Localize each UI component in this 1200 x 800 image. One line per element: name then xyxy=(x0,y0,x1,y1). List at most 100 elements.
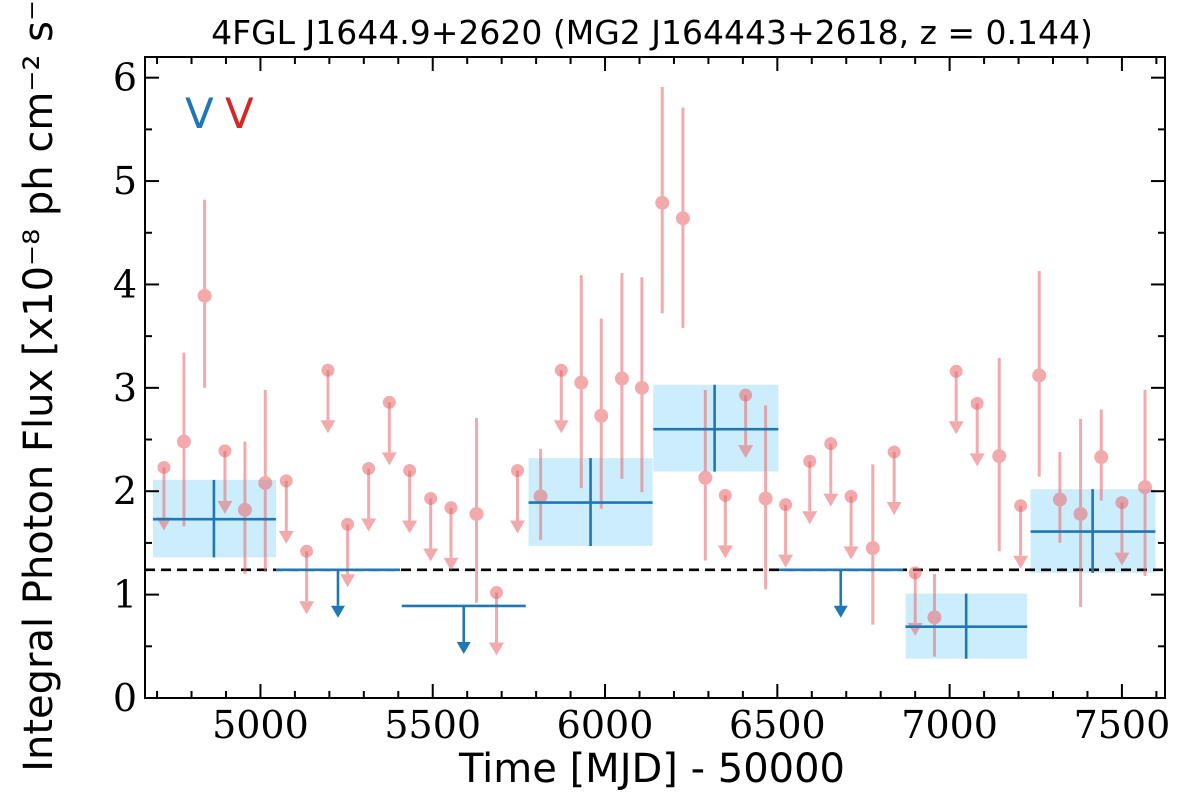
fine-upper-limit-5 xyxy=(340,517,356,588)
fine-upper-limit-14 xyxy=(738,388,754,459)
fine-marker-20 xyxy=(1094,450,1109,465)
fine-ul-marker-11 xyxy=(489,586,503,600)
fine-ul-arrow-9 xyxy=(423,498,439,562)
axes-frame: 5000 5500 6000 6500 7000 7500 0 1 2 3 4 5 6 xyxy=(113,56,1170,747)
fine-ul-arrow-19 xyxy=(843,496,859,560)
fine-ul-arrow-8 xyxy=(402,470,418,534)
fine-ul-arrow-20 xyxy=(886,451,902,515)
fine-marker-19 xyxy=(1073,506,1088,521)
coarse-ul-arrow-1 xyxy=(456,605,471,654)
coarse-upper-limit-1 xyxy=(401,604,526,654)
fine-marker-14 xyxy=(865,541,880,556)
fine-ul-marker-22 xyxy=(949,364,963,378)
fine-ul-marker-15 xyxy=(718,488,732,502)
fine-marker-5 xyxy=(533,489,548,504)
fine-upper-limit-15 xyxy=(717,488,733,559)
fine-upper-limit-11 xyxy=(488,586,504,656)
fine-upper-limit-6 xyxy=(361,461,377,532)
fine-ul-arrow-19-head xyxy=(843,546,859,560)
fine-upper-limit-24 xyxy=(1013,499,1029,569)
fine-ul-marker-10 xyxy=(444,501,458,515)
coarse-upper-limit-0 xyxy=(275,568,400,618)
fine-ul-marker-8 xyxy=(403,464,417,478)
chart-title: 4FGL J1644.9+2620 (MG2 J164443+2618, z =… xyxy=(211,13,1093,52)
fine-upper-limit-18 xyxy=(823,437,839,507)
coarse-bin-bands xyxy=(152,384,1156,659)
fine-marker-11 xyxy=(675,211,690,226)
fine-ul-marker-19 xyxy=(844,489,858,503)
fine-marker-9 xyxy=(634,380,649,395)
x-tick-label-7000: 7000 xyxy=(901,703,998,747)
fine-point-15 xyxy=(927,573,942,657)
coarse-upper-limit-2 xyxy=(779,568,904,618)
fine-ul-marker-24 xyxy=(1014,499,1028,513)
fine-ul-marker-7 xyxy=(382,395,396,409)
fine-ul-marker-1 xyxy=(218,444,232,458)
x-tick-label-5500: 5500 xyxy=(384,703,481,747)
fine-point-21 xyxy=(1138,389,1153,577)
x-tick-label-6000: 6000 xyxy=(557,703,654,747)
fine-marker-21 xyxy=(1138,480,1153,495)
fine-ul-arrow-13 xyxy=(553,370,569,434)
fine-point-20 xyxy=(1094,409,1109,501)
fine-marker-17 xyxy=(1032,368,1047,383)
coarse-ul-arrow-0 xyxy=(330,569,345,618)
fine-marker-4 xyxy=(469,506,484,521)
fine-marker-7 xyxy=(594,408,609,423)
coarse-point-4 xyxy=(1030,489,1156,573)
y-tick-label-6: 6 xyxy=(113,56,137,100)
fine-upper-limit-23 xyxy=(969,396,985,467)
fine-ul-arrow-3 xyxy=(299,551,315,615)
fine-ul-arrow-18 xyxy=(823,443,839,507)
fine-ul-arrow-8-head xyxy=(402,520,418,534)
fine-ul-arrow-23 xyxy=(969,403,985,467)
fine-point-5 xyxy=(533,448,548,540)
fine-upper-limit-12 xyxy=(510,464,526,534)
fine-point-1 xyxy=(197,199,212,388)
fine-bin-series xyxy=(156,86,1153,657)
x-tick-label-5000: 5000 xyxy=(212,703,309,747)
fine-upper-limit-20 xyxy=(886,445,902,515)
fine-ul-marker-16 xyxy=(779,498,793,512)
fine-upper-limit-17 xyxy=(802,454,818,525)
fine-ul-arrow-15-head xyxy=(717,545,733,559)
fine-point-13 xyxy=(758,405,773,590)
fine-ul-arrow-17 xyxy=(802,461,818,525)
fine-upper-limit-16 xyxy=(778,498,794,568)
fine-ul-arrow-18-head xyxy=(823,493,839,507)
fine-marker-3 xyxy=(258,475,273,490)
fine-ul-marker-0 xyxy=(157,460,171,474)
fine-ul-arrow-15 xyxy=(717,495,733,559)
fine-ul-arrow-0-head xyxy=(156,517,172,531)
fine-ul-marker-2 xyxy=(279,474,293,488)
fine-upper-limit-10 xyxy=(443,501,459,571)
fine-marker-12 xyxy=(698,470,713,485)
fine-ul-arrow-24-head xyxy=(1013,555,1029,569)
fine-ul-arrow-2 xyxy=(278,480,294,544)
variability-flag-0: V xyxy=(185,89,214,138)
fine-ul-arrow-4-head xyxy=(320,420,336,434)
fine-marker-0 xyxy=(176,434,191,449)
y-tick-label-3: 3 xyxy=(113,366,137,410)
fine-marker-10 xyxy=(655,195,670,210)
coarse-point-0 xyxy=(152,479,276,558)
y-axis-label: Integral Photon Flux [x10⁻⁸ ph cm⁻² s⁻¹] xyxy=(16,0,62,772)
fine-ul-arrow-20-head xyxy=(886,501,902,515)
fine-upper-limit-3 xyxy=(299,544,315,615)
fine-ul-marker-5 xyxy=(341,517,355,531)
fine-ul-arrow-23-head xyxy=(969,453,985,467)
fine-point-14 xyxy=(865,464,880,625)
fine-ul-marker-25 xyxy=(1115,496,1129,510)
fine-point-9 xyxy=(634,277,649,493)
fine-upper-limit-22 xyxy=(948,364,964,435)
fine-marker-16 xyxy=(992,449,1007,464)
fine-ul-marker-21 xyxy=(908,566,922,580)
fine-marker-6 xyxy=(574,375,589,390)
fine-point-7 xyxy=(594,318,609,509)
y-tick-label-1: 1 xyxy=(113,573,137,617)
fine-ul-marker-23 xyxy=(970,396,984,410)
fine-point-18 xyxy=(1052,451,1067,543)
fine-ul-arrow-7 xyxy=(381,402,397,466)
fine-ul-arrow-10-head xyxy=(443,557,459,571)
